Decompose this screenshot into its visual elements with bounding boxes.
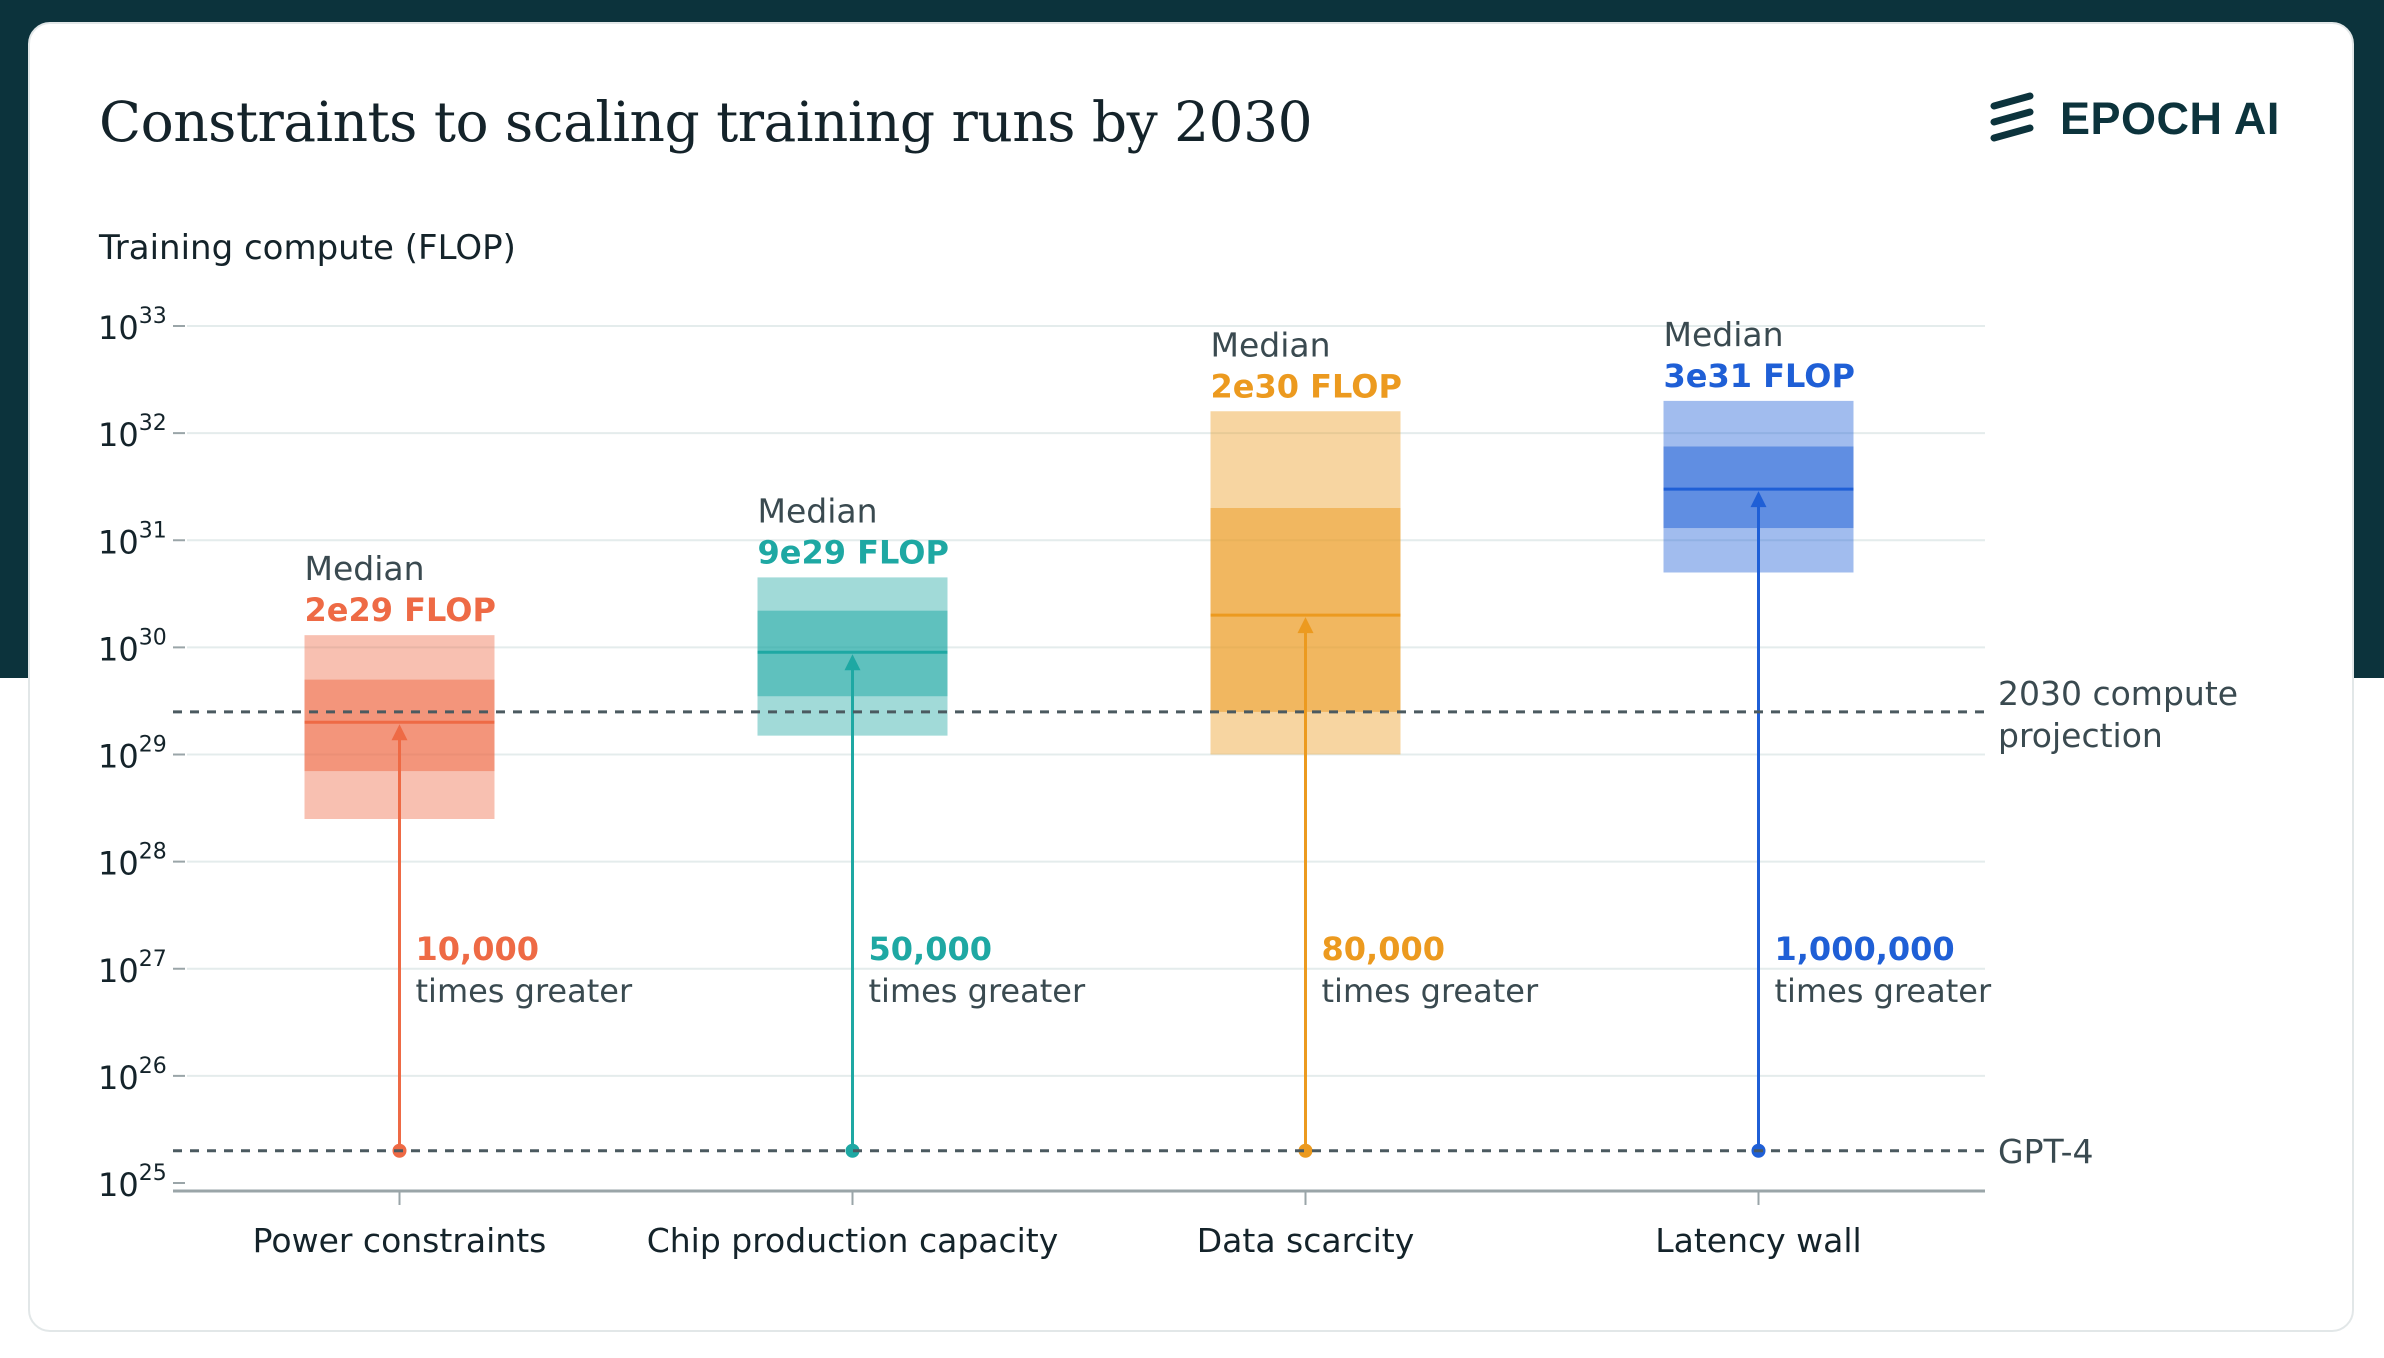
median-value-label: 3e31 FLOP [1664, 357, 1855, 395]
gain-caption: times greater [1775, 972, 1992, 1010]
x-tick-label: Data scarcity [1197, 1221, 1414, 1260]
brand-name: EPOCH AI [2060, 93, 2280, 144]
reference-line-label: projection [1998, 716, 2163, 755]
gain-caption: times greater [1322, 972, 1539, 1010]
arrow-head [391, 724, 408, 741]
gain-caption: times greater [869, 972, 1086, 1010]
gpt4-dot [1298, 1143, 1313, 1158]
median-value-label: 2e30 FLOP [1211, 367, 1402, 405]
median-caption: Median [1664, 315, 1784, 354]
gain-value-label: 1,000,000 [1775, 930, 1955, 968]
x-tick-label: Power constraints [253, 1221, 547, 1260]
x-tick-label: Latency wall [1655, 1221, 1861, 1260]
gain-value-label: 50,000 [869, 930, 992, 968]
y-tick-label: 1030 [98, 625, 167, 668]
median-value-label: 2e29 FLOP [305, 591, 496, 629]
median-caption: Median [305, 549, 425, 588]
gain-value-label: 10,000 [416, 930, 539, 968]
y-tick-label: 1032 [98, 411, 167, 454]
gpt4-dot [845, 1143, 860, 1158]
epoch-ai-logo[interactable]: EPOCH AI [1986, 88, 2280, 150]
y-tick-label: 1031 [98, 518, 167, 561]
x-tick-label: Chip production capacity [647, 1221, 1059, 1260]
y-tick-label: 1026 [98, 1054, 167, 1097]
y-tick-label: 1033 [98, 304, 167, 347]
gain-caption: times greater [416, 972, 633, 1010]
median-caption: Median [1211, 325, 1331, 364]
reference-line-label: 2030 compute [1998, 674, 2238, 713]
y-tick-label: 1027 [98, 947, 167, 990]
arrow-head [1750, 491, 1767, 508]
gain-value-label: 80,000 [1322, 930, 1445, 968]
y-tick-label: 1025 [98, 1161, 167, 1204]
median-value-label: 9e29 FLOP [758, 533, 949, 571]
arrow-head [844, 654, 861, 671]
chart-card [28, 22, 2354, 1332]
chart-title: Constraints to scaling training runs by … [99, 90, 1313, 154]
arrow-head [1297, 617, 1314, 634]
y-tick-label: 1029 [98, 733, 167, 776]
epoch-stripes-logo-icon [1990, 92, 2034, 142]
y-tick-label: 1028 [98, 840, 167, 883]
reference-line-label: GPT-4 [1998, 1132, 2094, 1171]
median-caption: Median [758, 491, 878, 530]
y-axis-label: Training compute (FLOP) [99, 228, 516, 268]
